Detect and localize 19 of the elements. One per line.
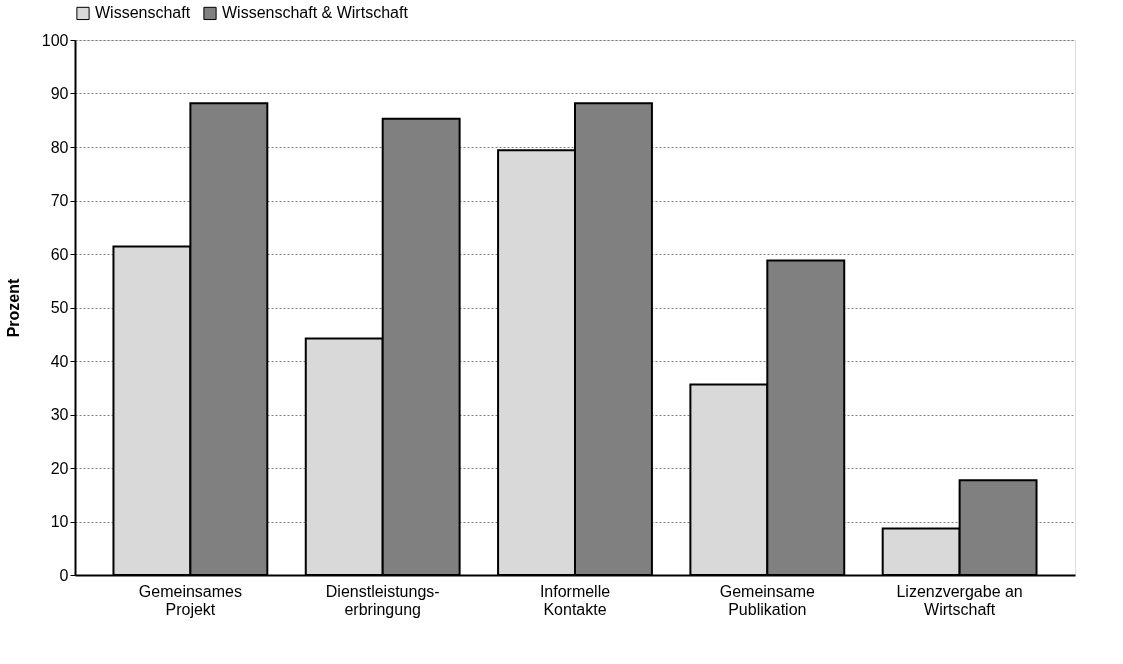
y-tick-label: 90 (50, 85, 69, 102)
y-tick-label: 70 (50, 192, 69, 209)
legend-label: Wissenschaft (95, 4, 191, 22)
x-tick-label: Informelle Kontakte (539, 582, 611, 618)
y-tick-label: 0 (59, 566, 69, 584)
x-tick-label: Dienstleistungs- erbringung (325, 582, 440, 618)
y-tick-label: 50 (50, 299, 69, 316)
y-axis-title: Prozent (4, 277, 22, 338)
y-tick-label: 20 (50, 459, 69, 477)
y-tick-label: 30 (50, 406, 69, 423)
y-tick-label: 40 (50, 352, 69, 370)
y-tick-label: 10 (50, 513, 69, 530)
legend-label: Wissenschaft & Wirtschaft (222, 4, 409, 22)
x-tick-label: Gemeinsames Projekt (138, 582, 242, 618)
y-tick-label: 80 (50, 138, 69, 156)
y-tick-label: 100 (41, 31, 69, 49)
x-tick-label: Gemeinsame Publikation (719, 582, 815, 618)
y-tick-label: 60 (50, 245, 69, 263)
x-tick-label: Lizenzvergabe an Wirtschaft (896, 582, 1023, 618)
